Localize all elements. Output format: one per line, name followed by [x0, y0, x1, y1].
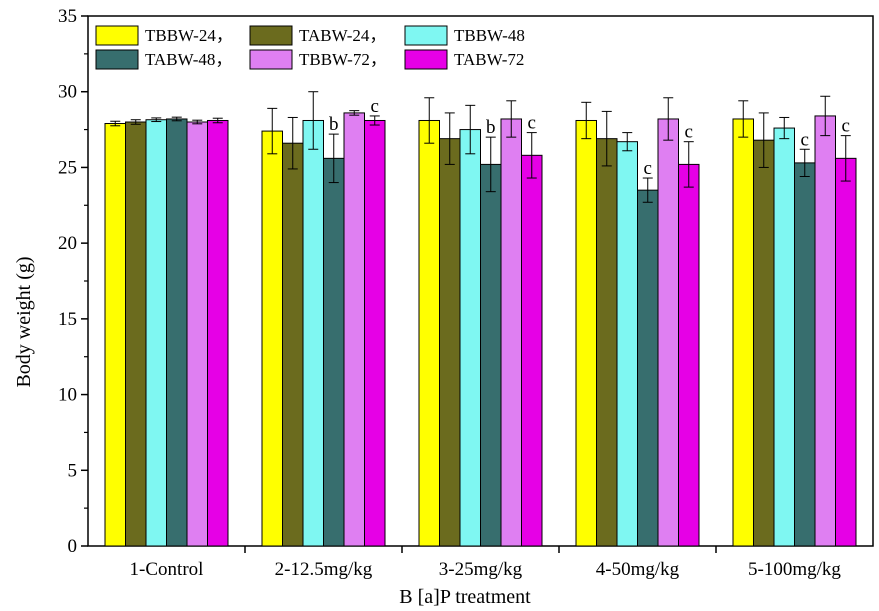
bar [323, 157, 345, 547]
significance-label: c [644, 158, 652, 179]
y-tick-label: 5 [68, 460, 78, 481]
y-tick-label: 30 [58, 82, 77, 103]
bar [207, 119, 229, 547]
legend-label: TABW-48， [145, 50, 232, 69]
y-tick-label: 35 [58, 6, 77, 27]
x-tick-label: 2-12.5mg/kg [275, 559, 373, 580]
bar [459, 129, 481, 547]
legend-label: TBBW-24， [145, 26, 233, 45]
bar [732, 118, 754, 547]
y-tick-label: 15 [58, 309, 77, 330]
significance-label: c [842, 116, 850, 137]
bar [753, 139, 775, 547]
legend-swatch [249, 25, 293, 46]
significance-label: c [371, 96, 379, 117]
legend-label: TABW-72 [454, 50, 524, 69]
bar [637, 189, 659, 547]
legend-swatch [404, 25, 448, 46]
y-tick-label: 0 [68, 536, 78, 557]
bar [282, 142, 304, 547]
bar [835, 157, 857, 547]
bar [773, 127, 795, 547]
significance-label: b [329, 114, 339, 135]
significance-label: c [801, 129, 809, 150]
bar [302, 119, 324, 547]
bar [186, 121, 208, 547]
x-tick-label: 5-100mg/kg [748, 559, 841, 580]
bar [104, 123, 126, 547]
bar [125, 121, 147, 547]
bar [678, 163, 700, 547]
significance-label: c [685, 122, 693, 143]
bar [794, 162, 816, 547]
x-tick-label: 1-Control [130, 559, 204, 580]
x-axis-title: B [a]P treatment [399, 586, 531, 608]
legend-swatch [95, 25, 139, 46]
significance-label: b [486, 117, 496, 138]
legend: TBBW-24， TABW-24， TBBW-48 TABW-48， TBBW-72， T… [95, 25, 525, 70]
bar [500, 118, 522, 547]
bar [343, 112, 365, 547]
legend-swatch [404, 49, 448, 70]
legend-label: TBBW-48 [454, 26, 525, 45]
legend-swatch [249, 49, 293, 70]
bar [596, 138, 618, 547]
x-tick-label: 3-25mg/kg [439, 559, 523, 580]
bar [145, 119, 167, 547]
significance-label: c [528, 113, 536, 134]
bar [814, 115, 836, 547]
bar [480, 163, 502, 547]
x-tick-label: 4-50mg/kg [596, 559, 680, 580]
bar [521, 154, 543, 547]
legend-swatch [95, 49, 139, 70]
bar [166, 118, 188, 547]
bar [657, 118, 679, 547]
bar [418, 119, 440, 547]
y-tick-label: 10 [58, 385, 77, 406]
bar [261, 130, 283, 547]
bar [439, 138, 461, 547]
bars: b c b c c c c c [104, 91, 857, 547]
legend-label: TBBW-72， [299, 50, 387, 69]
bar [616, 141, 638, 547]
legend-label: TABW-24， [299, 26, 386, 45]
bar [575, 119, 597, 547]
y-tick-label: 20 [58, 233, 77, 254]
y-tick-label: 25 [58, 157, 77, 178]
bar [364, 119, 386, 547]
y-axis-title: Body weight (g) [13, 256, 35, 387]
axes: 0 5 10 15 20 25 30 35 1-Control 2-12.5mg/kg 3-25mg… [58, 6, 841, 580]
